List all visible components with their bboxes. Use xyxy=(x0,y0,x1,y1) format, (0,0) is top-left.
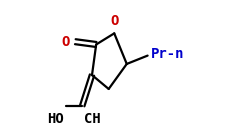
Text: O: O xyxy=(111,14,119,28)
Text: HO: HO xyxy=(47,112,64,126)
Text: CH: CH xyxy=(84,112,101,126)
Text: Pr-n: Pr-n xyxy=(150,47,184,61)
Text: O: O xyxy=(61,35,70,49)
